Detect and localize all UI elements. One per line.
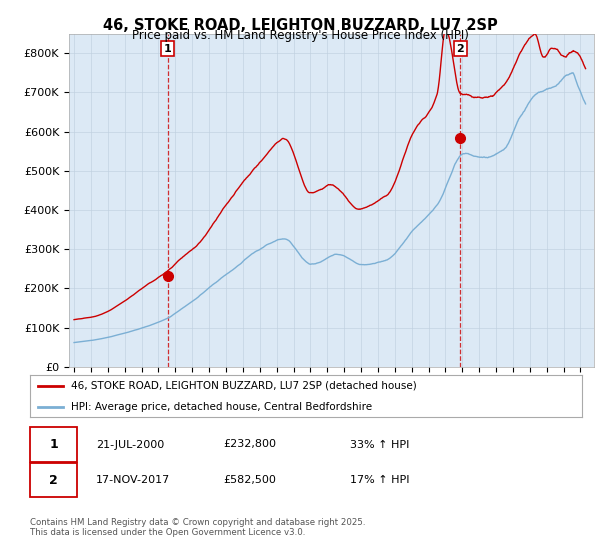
Text: 46, STOKE ROAD, LEIGHTON BUZZARD, LU7 2SP (detached house): 46, STOKE ROAD, LEIGHTON BUZZARD, LU7 2S…	[71, 381, 417, 391]
Text: 2: 2	[49, 474, 58, 487]
Text: 33% ↑ HPI: 33% ↑ HPI	[350, 440, 410, 450]
Text: 21-JUL-2000: 21-JUL-2000	[96, 440, 164, 450]
FancyBboxPatch shape	[30, 427, 77, 462]
Text: £232,800: £232,800	[223, 440, 276, 450]
Text: £582,500: £582,500	[223, 475, 276, 485]
Text: 17-NOV-2017: 17-NOV-2017	[96, 475, 170, 485]
Text: 46, STOKE ROAD, LEIGHTON BUZZARD, LU7 2SP: 46, STOKE ROAD, LEIGHTON BUZZARD, LU7 2S…	[103, 18, 497, 33]
Text: 2: 2	[457, 44, 464, 54]
Text: Price paid vs. HM Land Registry's House Price Index (HPI): Price paid vs. HM Land Registry's House …	[131, 29, 469, 42]
FancyBboxPatch shape	[30, 463, 77, 497]
Text: 1: 1	[49, 438, 58, 451]
Text: 17% ↑ HPI: 17% ↑ HPI	[350, 475, 410, 485]
Text: HPI: Average price, detached house, Central Bedfordshire: HPI: Average price, detached house, Cent…	[71, 402, 373, 412]
Text: 1: 1	[164, 44, 172, 54]
Text: Contains HM Land Registry data © Crown copyright and database right 2025.
This d: Contains HM Land Registry data © Crown c…	[30, 518, 365, 538]
